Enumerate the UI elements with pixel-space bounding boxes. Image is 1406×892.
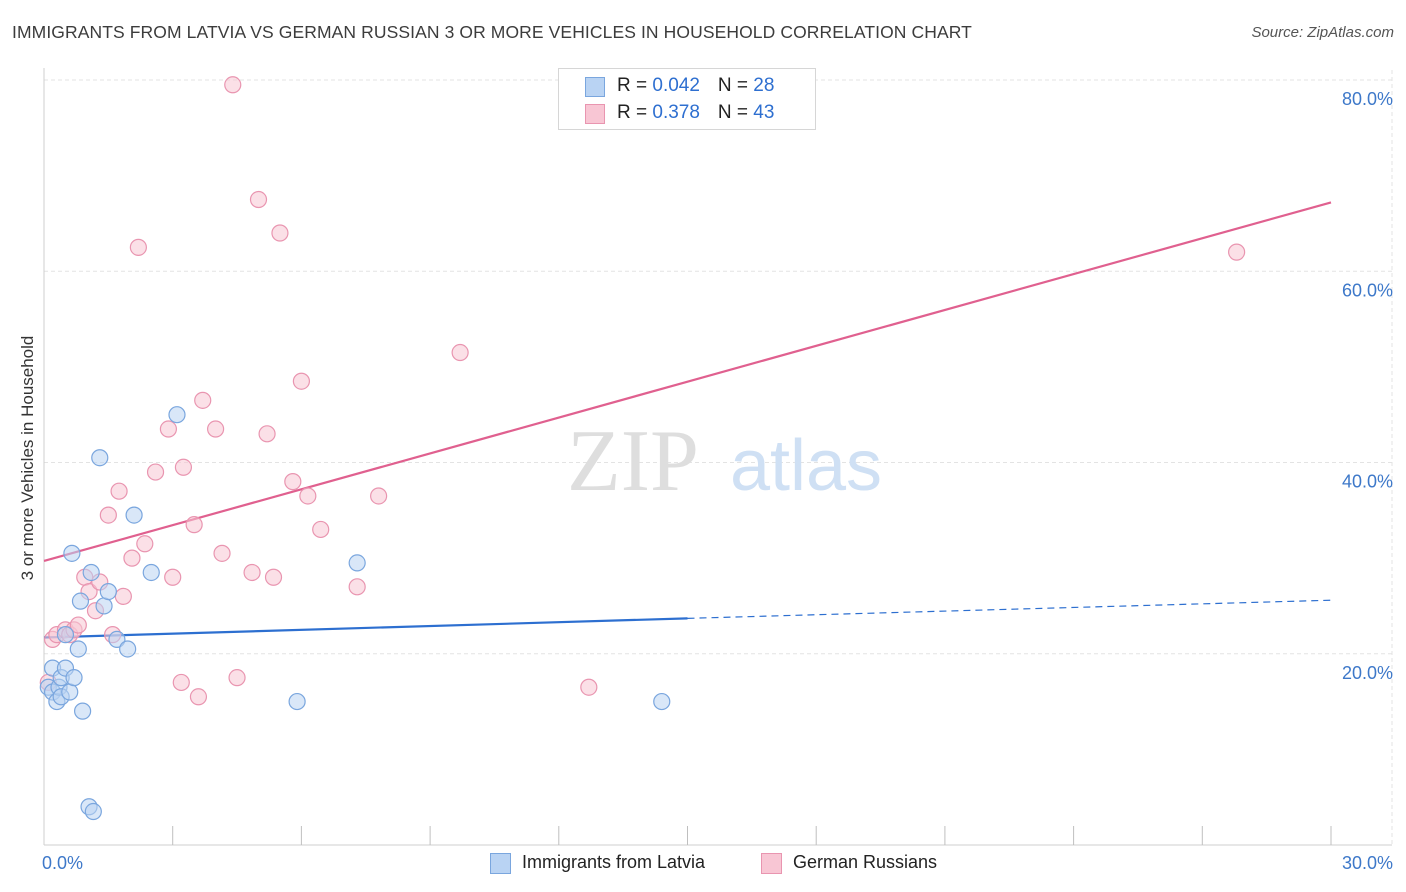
data-point-pink — [284, 473, 302, 491]
data-point-blue — [61, 683, 79, 701]
series-swatch-pink — [761, 853, 782, 874]
data-point-blue — [63, 544, 81, 562]
data-point-pink — [136, 535, 154, 553]
data-point-pink — [1228, 243, 1246, 261]
data-point-blue — [69, 640, 87, 658]
trend-line-blue — [43, 617, 688, 639]
data-point-blue — [71, 592, 90, 610]
tick-labels: 20.0% 40.0% 60.0% 80.0% 0.0% 30.0% — [42, 89, 1393, 873]
data-point-pink — [189, 688, 208, 706]
data-point-pink — [185, 516, 203, 534]
data-point-blue — [142, 563, 160, 582]
data-point-pink — [69, 616, 87, 634]
watermark: ZIP atlas — [567, 413, 882, 510]
data-point-pink — [264, 568, 283, 586]
data-point-pink — [213, 544, 231, 562]
legend-r-value: 0.042 — [652, 75, 700, 96]
legend-r-label: R = — [617, 102, 653, 123]
data-point-pink — [228, 669, 246, 687]
data-point-blue — [108, 630, 126, 649]
legend-r-value: 0.378 — [652, 102, 700, 123]
data-point-blue — [82, 563, 100, 582]
legend-n-label: N = — [717, 102, 754, 123]
data-point-blue — [91, 449, 109, 467]
trend-line-pink — [43, 201, 1332, 563]
trend-lines — [43, 201, 1332, 639]
legend-n-label: N = — [717, 75, 754, 96]
correlation-legend: R = 0.042 N = 28 R = 0.378 N = 43 — [558, 68, 816, 130]
data-point-blue — [95, 597, 113, 615]
data-point-pink — [194, 391, 212, 409]
data-point-pink — [258, 425, 276, 443]
grid-lines — [44, 70, 1393, 845]
chart-title: IMMIGRANTS FROM LATVIA VS GERMAN RUSSIAN… — [12, 22, 972, 42]
data-point-pink — [114, 587, 132, 605]
data-point-blue — [348, 554, 366, 572]
x-tick-label: 30.0% — [1342, 853, 1393, 873]
y-tick-label: 80.0% — [1342, 89, 1393, 109]
data-point-pink — [207, 420, 225, 438]
data-point-pink — [451, 343, 469, 362]
legend-swatch-blue — [585, 77, 605, 97]
data-point-pink — [292, 372, 310, 390]
data-point-pink — [370, 487, 388, 505]
data-point-blue — [56, 626, 75, 644]
watermark-zip: ZIP — [567, 413, 699, 510]
legend-swatch-pink — [585, 104, 605, 124]
data-point-pink — [271, 224, 289, 242]
data-point-pink — [146, 463, 165, 481]
x-tick-label: 0.0% — [42, 853, 83, 873]
trend-line-extension-blue — [687, 599, 1332, 619]
data-point-blue — [653, 692, 671, 711]
axes — [43, 68, 1392, 846]
y-tick-label: 60.0% — [1342, 280, 1393, 300]
legend-n-value: 28 — [753, 75, 775, 96]
series-label-german-russians: German Russians — [793, 852, 938, 872]
data-point-blue — [65, 669, 83, 687]
data-point-blue — [125, 506, 143, 524]
data-point-pink — [249, 190, 268, 209]
data-point-pink — [348, 578, 366, 596]
series-label-latvia: Immigrants from Latvia — [522, 852, 706, 872]
data-point-pink — [123, 549, 141, 567]
data-point-blue — [74, 702, 92, 720]
data-point-blue — [288, 692, 306, 711]
data-point-blue — [99, 582, 117, 601]
data-point-pink — [174, 458, 193, 476]
source-credit: Source: ZipAtlas.com — [1251, 24, 1394, 41]
data-point-pink — [99, 506, 117, 524]
data-point-pink — [312, 520, 330, 539]
data-point-blue — [119, 640, 137, 658]
data-point-pink — [129, 238, 147, 256]
legend-r-label: R = — [617, 75, 653, 96]
data-point-pink — [299, 487, 317, 505]
legend-n-value: 43 — [753, 102, 775, 123]
data-point-blue — [84, 802, 102, 821]
data-point-pink — [164, 568, 182, 586]
data-point-pink — [159, 420, 178, 438]
data-point-pink — [243, 563, 261, 582]
watermark-atlas: atlas — [730, 426, 882, 506]
data-point-pink — [224, 76, 242, 94]
series-swatch-blue — [490, 853, 511, 874]
data-point-pink — [172, 673, 190, 692]
y-tick-label: 20.0% — [1342, 663, 1393, 683]
y-tick-label: 40.0% — [1342, 472, 1393, 492]
data-points — [39, 76, 1246, 821]
y-axis-label: 3 or more Vehicles in Household — [18, 335, 37, 581]
data-point-pink — [110, 482, 128, 500]
data-point-pink — [580, 678, 598, 696]
data-point-blue — [168, 406, 186, 424]
